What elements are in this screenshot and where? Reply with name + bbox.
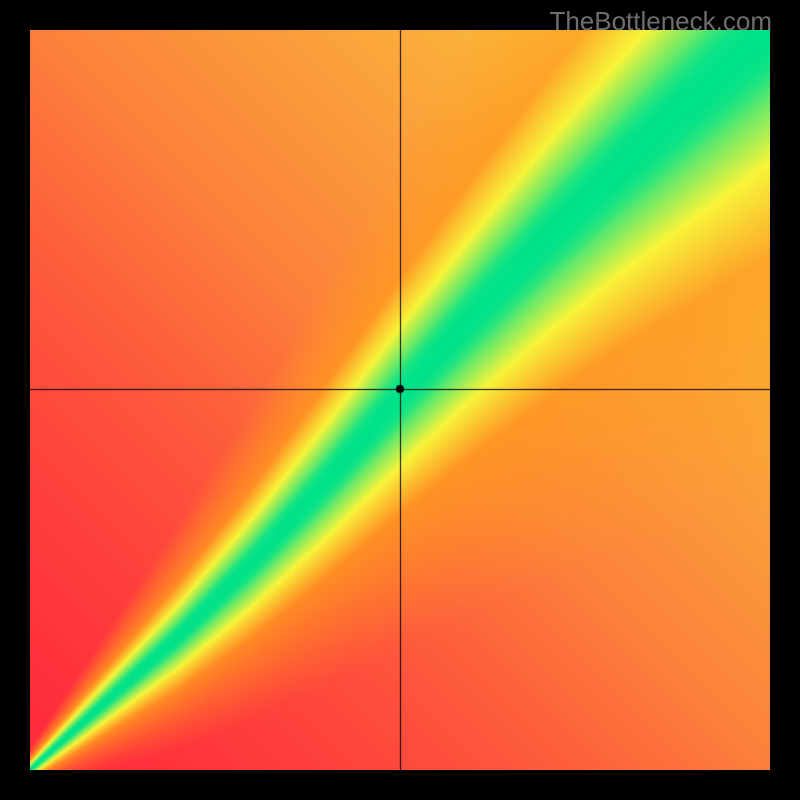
heatmap-canvas bbox=[30, 30, 770, 770]
watermark-text: TheBottleneck.com bbox=[549, 6, 772, 37]
